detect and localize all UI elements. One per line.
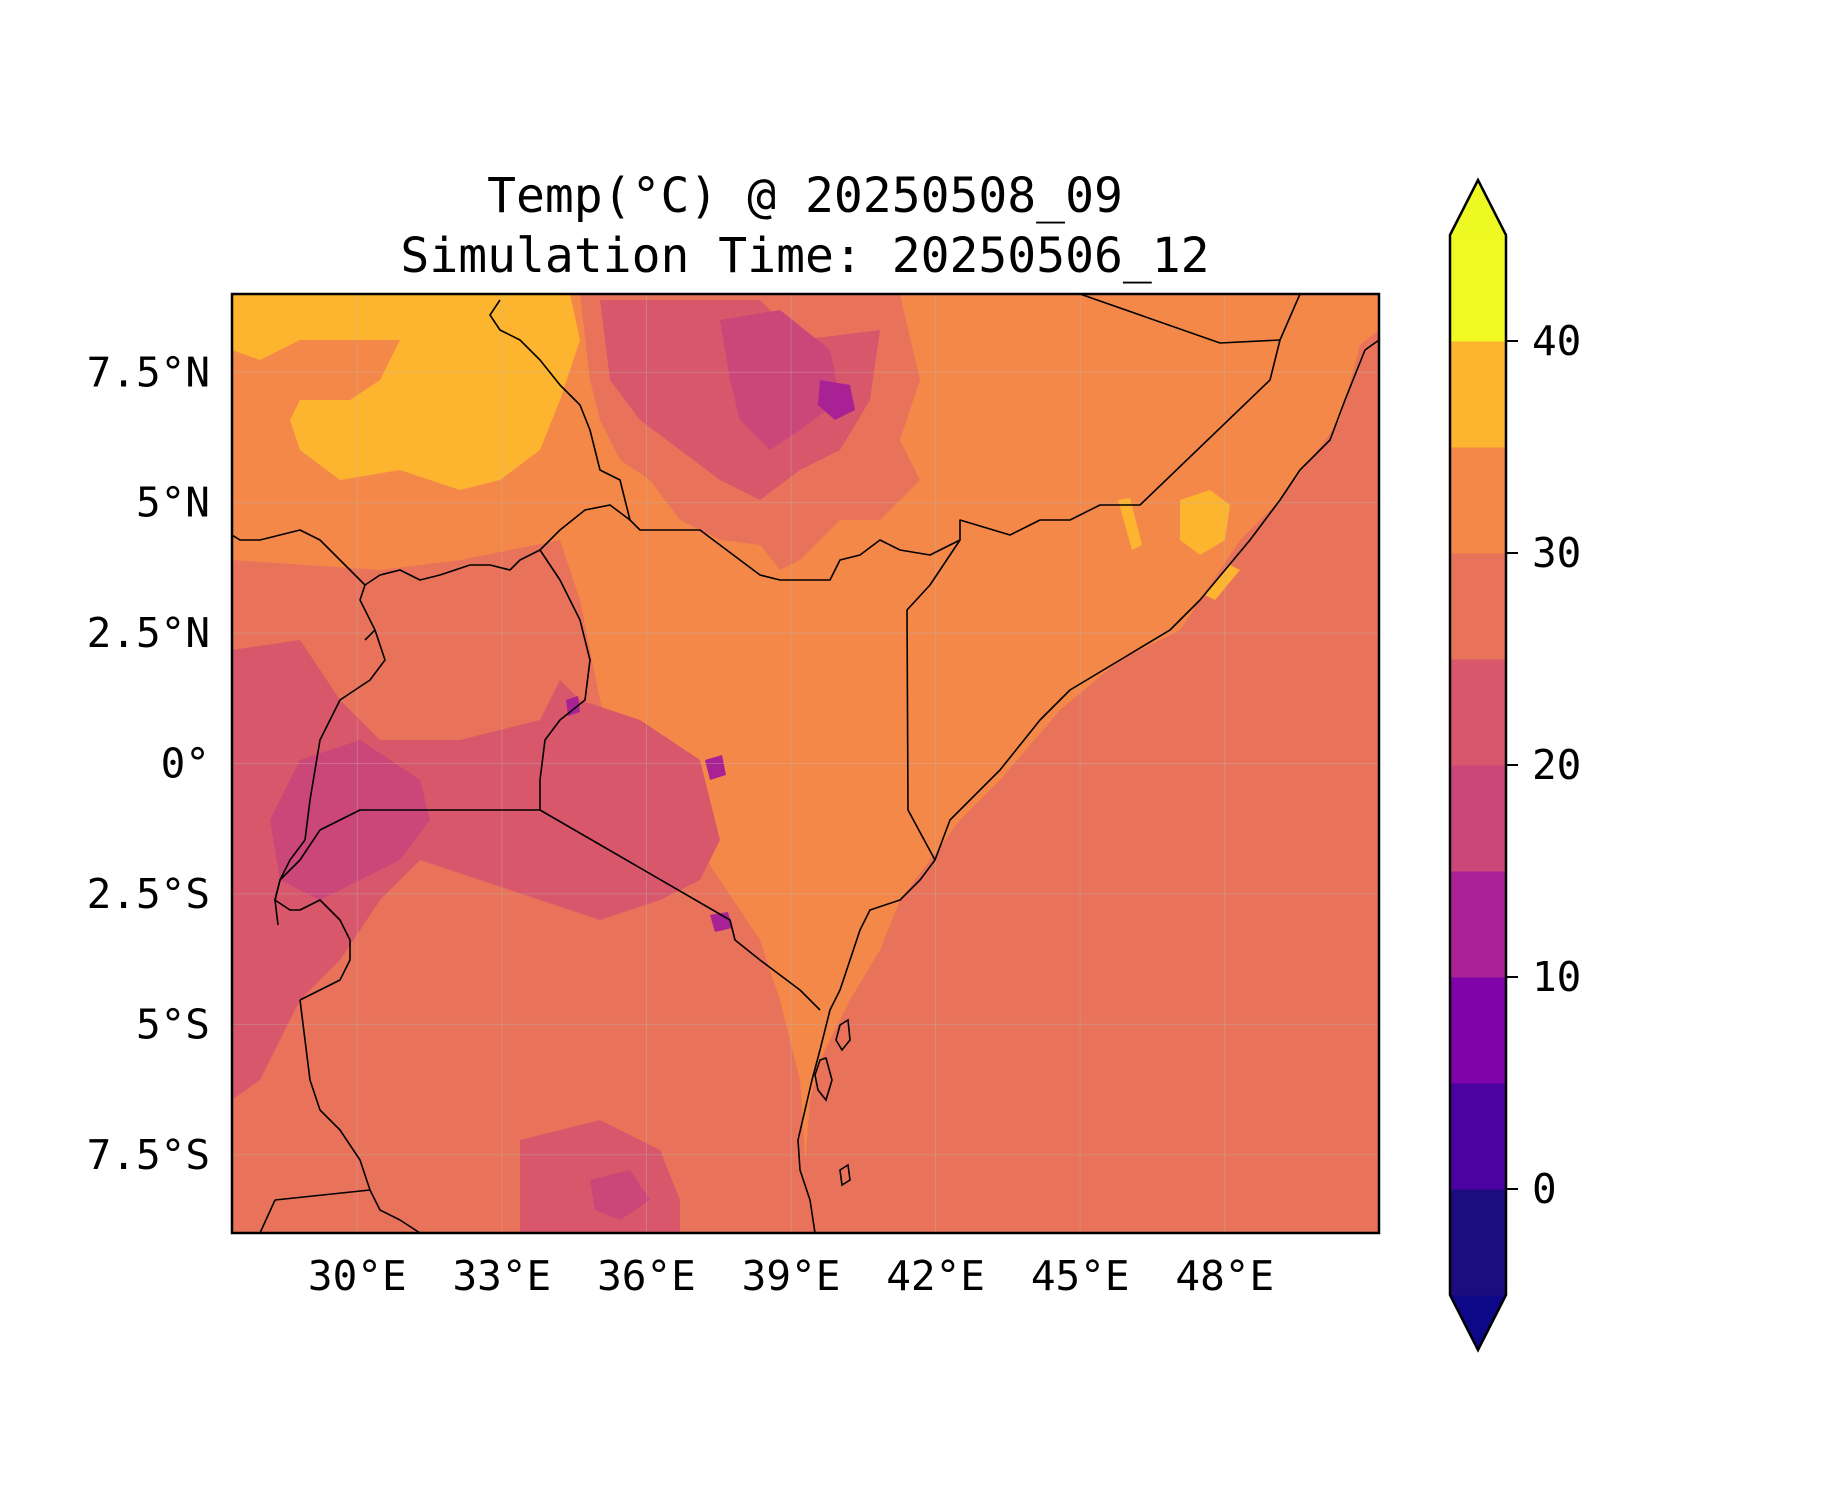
hot-region-northwest	[232, 294, 580, 490]
x-tick-label: 30°E	[308, 1252, 407, 1300]
colorbar-tick-label: 10	[1532, 953, 1581, 1001]
colorbar-segment	[1450, 977, 1506, 1084]
map-frame	[230, 292, 1381, 1235]
cool-region-south-core	[590, 1170, 650, 1220]
cool-region-ethiopia-peak	[720, 310, 840, 450]
borders	[232, 294, 1379, 1233]
cool-region-west-highlands	[270, 740, 430, 900]
title-line-2: Simulation Time: 20250506_12	[400, 228, 1210, 284]
border-southsudan-drc	[232, 529, 366, 586]
y-tick-label: 7.5°S	[87, 1131, 210, 1179]
colorbar-segment	[1450, 871, 1506, 978]
colorbar-segment	[1450, 235, 1506, 342]
border-uganda-southsudan	[359, 549, 541, 641]
island-pemba	[835, 1018, 851, 1052]
border-rwanda-burundi	[274, 829, 351, 1001]
colorbar-outline	[1448, 177, 1508, 1353]
x-tick-label: 33°E	[453, 1252, 552, 1300]
island-zanzibar	[814, 1056, 833, 1102]
island-mafia	[839, 1163, 851, 1187]
colorbar-segment	[1450, 341, 1506, 448]
colorbar-segment	[1450, 553, 1506, 660]
cool-region-elgon	[566, 696, 580, 716]
y-axis-ticks: 7.5°N 5°N 2.5°N 0° 2.5°S 5°S 7.5°S	[87, 348, 210, 1179]
border-rwanda-west	[274, 839, 306, 926]
hot-region-coast	[1205, 565, 1240, 600]
colorbar-tick-label: 40	[1532, 317, 1581, 365]
x-tick-label: 36°E	[597, 1252, 696, 1300]
cool-region-kilimanjaro	[710, 912, 732, 932]
title-line-1: Temp(°C) @ 20250508_09	[487, 168, 1123, 224]
colorbar: 0 10 20 30 40	[1448, 177, 1581, 1353]
border-kenya-tanzania	[539, 809, 821, 1011]
y-tick-label: 2.5°S	[87, 870, 210, 918]
colorbar-under-arrow	[1450, 1295, 1506, 1350]
hot-region-somalia-west	[1118, 498, 1142, 550]
colorbar-segment	[1450, 447, 1506, 554]
border-ethiopia-somalia	[1079, 294, 1281, 344]
border-uganda-kenya	[539, 549, 591, 810]
border-kenya-somalia	[906, 294, 1301, 861]
y-tick-label: 0°	[161, 740, 210, 788]
map-panel	[232, 294, 1379, 1233]
colorbar-over-arrow	[1450, 180, 1506, 235]
colorbar-segment	[1450, 1083, 1506, 1190]
border-kenya-ethiopia	[539, 504, 961, 581]
colorbar-tick-label: 20	[1532, 741, 1581, 789]
x-tick-label: 42°E	[886, 1252, 985, 1300]
cool-region-ethiopia-summit	[818, 380, 855, 420]
colorbar-tick-label: 30	[1532, 529, 1581, 577]
border-tanzania-south	[259, 1189, 371, 1233]
colorbar-segment	[1450, 1189, 1506, 1296]
gridlines	[232, 294, 1379, 1233]
x-tick-label: 45°E	[1031, 1252, 1130, 1300]
colorbar-segment	[1450, 659, 1506, 766]
coastline	[797, 339, 1379, 1233]
hot-region-somalia	[1180, 490, 1230, 555]
border-tanzania-west	[299, 999, 421, 1233]
y-tick-label: 7.5°N	[87, 348, 210, 396]
border-southsudan-ethiopia	[489, 299, 631, 521]
x-axis-ticks: 30°E 33°E 36°E 39°E 42°E 45°E 48°E	[308, 1252, 1274, 1300]
x-tick-label: 39°E	[742, 1252, 841, 1300]
y-tick-label: 5°N	[136, 479, 210, 527]
border-uganda-tanzania	[319, 809, 540, 831]
border-uganda-drc	[304, 629, 386, 841]
colorbar-segment	[1450, 765, 1506, 872]
y-tick-label: 5°S	[136, 1000, 210, 1048]
x-tick-label: 48°E	[1175, 1252, 1274, 1300]
cool-region-kenya-highlands	[705, 755, 726, 780]
colorbar-tick-label: 0	[1532, 1165, 1557, 1213]
y-tick-label: 2.5°N	[87, 609, 210, 657]
